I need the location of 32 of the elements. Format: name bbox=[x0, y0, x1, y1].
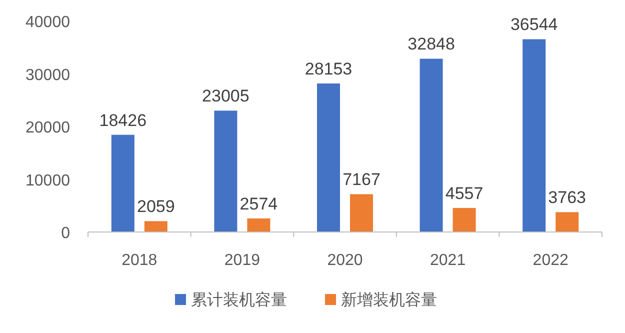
x-tick-label: 2019 bbox=[224, 252, 260, 269]
data-label: 18426 bbox=[99, 110, 147, 130]
bar bbox=[556, 212, 579, 232]
bar bbox=[144, 221, 168, 232]
data-label: 3763 bbox=[548, 188, 586, 208]
data-label: 23005 bbox=[202, 86, 250, 106]
y-tick-label: 30000 bbox=[26, 66, 70, 84]
data-label: 7167 bbox=[342, 170, 380, 190]
data-label: 28153 bbox=[304, 59, 352, 78]
x-tick-label: 2020 bbox=[327, 252, 363, 269]
bar bbox=[214, 110, 238, 232]
x-tick-label: 2022 bbox=[532, 252, 568, 269]
bar bbox=[350, 194, 373, 232]
data-label: 36544 bbox=[510, 15, 558, 34]
y-tick-label: 20000 bbox=[26, 120, 70, 136]
x-tick-label: 2021 bbox=[430, 252, 466, 269]
legend-label: 新增装机容量 bbox=[341, 291, 437, 309]
bar bbox=[522, 39, 546, 232]
y-tick-label: 40000 bbox=[26, 14, 70, 31]
bar bbox=[247, 218, 270, 232]
bar bbox=[420, 58, 443, 232]
bar bbox=[111, 134, 134, 232]
bar bbox=[452, 208, 476, 232]
x-tick-label: 2018 bbox=[122, 252, 158, 269]
data-label: 2059 bbox=[136, 197, 175, 216]
y-tick-label: 10000 bbox=[26, 172, 70, 190]
data-label: 4557 bbox=[445, 184, 484, 203]
y-tick-label: 0 bbox=[61, 225, 70, 242]
legend-label: 累计装机容量 bbox=[191, 291, 287, 309]
bar bbox=[317, 83, 340, 232]
data-label: 2574 bbox=[240, 194, 278, 214]
data-label: 32848 bbox=[408, 34, 455, 54]
